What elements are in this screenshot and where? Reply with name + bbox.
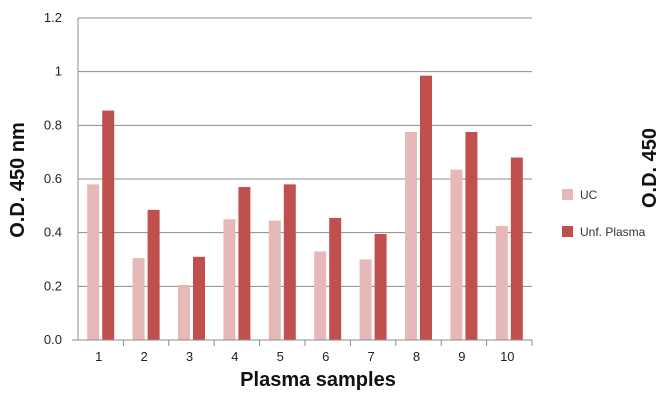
legend-swatch-unf-plasma — [562, 226, 573, 237]
y-tick-label: 1 — [55, 64, 62, 79]
legend-label-unf-plasma: Unf. Plasma — [580, 225, 646, 239]
bar-uc-9 — [450, 169, 463, 340]
bar-uc-10 — [495, 225, 508, 340]
bar-unf-plasma-7 — [374, 234, 387, 340]
bar-uc-6 — [314, 251, 327, 340]
x-tick-label: 2 — [140, 349, 147, 364]
x-axis-title: Plasma samples — [240, 369, 396, 391]
bar-uc-7 — [359, 259, 372, 340]
y-tick-label: 1.2 — [44, 10, 62, 25]
legend-swatch-uc — [562, 189, 573, 200]
x-tick-label: 3 — [186, 349, 193, 364]
bar-uc-1 — [87, 184, 100, 340]
x-tick-label: 8 — [413, 349, 420, 364]
y-tick-label: 0.4 — [44, 225, 62, 240]
grid-lines — [78, 17, 532, 287]
x-tick-label: 5 — [277, 349, 284, 364]
bar-uc-5 — [268, 220, 281, 340]
y-tick-label: 0.2 — [44, 278, 62, 293]
clipped-axis-title: O.D. 450 — [639, 128, 657, 208]
bar-unf-plasma-9 — [465, 132, 478, 340]
x-tick-label: 9 — [458, 349, 465, 364]
legend-label-uc: UC — [580, 188, 598, 202]
y-tick-label: 0.8 — [44, 117, 62, 132]
bar-unf-plasma-5 — [283, 184, 296, 340]
bar-uc-4 — [223, 219, 236, 340]
bar-unf-plasma-1 — [102, 110, 115, 340]
bar-unf-plasma-6 — [329, 217, 342, 340]
bar-unf-plasma-3 — [193, 256, 205, 340]
x-tick-label: 4 — [231, 349, 238, 364]
x-tick-label: 7 — [367, 349, 374, 364]
bar-unf-plasma-2 — [147, 209, 160, 340]
y-axis-title: O.D. 450 nm — [7, 122, 29, 238]
bar-uc-2 — [132, 258, 145, 340]
axes — [72, 18, 533, 346]
bar-uc-3 — [178, 284, 190, 340]
x-tick-label: 6 — [322, 349, 329, 364]
x-tick-labels: 1 2 3 4 5 6 7 8 9 10 — [95, 349, 514, 364]
x-tick-label: 10 — [500, 349, 514, 364]
bar-uc-8 — [405, 132, 417, 340]
bar-unf-plasma-4 — [238, 187, 251, 340]
bars — [87, 75, 523, 341]
legend: UC Unf. Plasma — [562, 188, 646, 239]
y-tick-label: 0.0 — [44, 332, 62, 347]
bar-unf-plasma-10 — [510, 157, 523, 340]
x-tick-label: 1 — [95, 349, 102, 364]
y-tick-labels: 0.0 0.2 0.4 0.6 0.8 1 1.2 — [44, 10, 62, 347]
y-tick-label: 0.6 — [44, 171, 62, 186]
bar-unf-plasma-8 — [420, 75, 432, 341]
